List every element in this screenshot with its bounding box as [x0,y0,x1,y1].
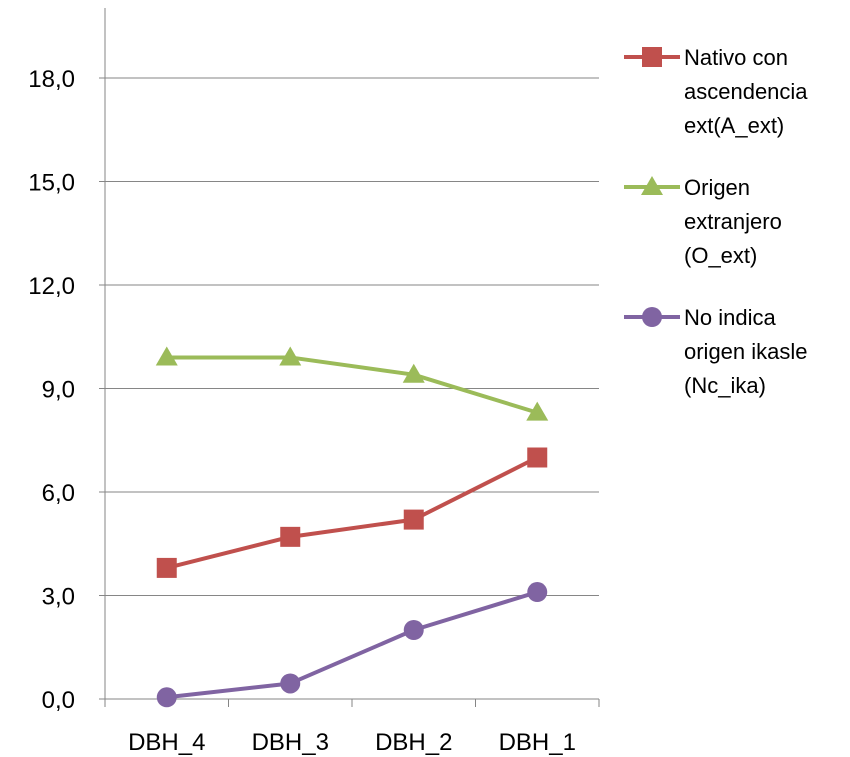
data-point [279,346,302,366]
series-line [166,355,538,415]
data-point [403,620,424,640]
legend-label: (O_ext) [684,243,757,268]
gridlines [99,77,599,596]
legend-label: Nativo con [684,45,788,70]
series-lines [155,346,549,708]
series-2 [155,346,549,421]
x-tick-label: DBH_2 [375,729,452,756]
legend-label: ext(A_ext) [684,113,784,138]
data-point [280,526,301,547]
data-point [402,363,425,383]
legend: Nativo con ascendencia ext(A_ext) Origen ext… [624,45,808,398]
data-point [156,687,177,708]
legend-label: extranjero [684,209,782,234]
y-tick-label: 15,0 [28,170,75,197]
legend-label: No indica [684,305,776,330]
series-3 [156,582,548,708]
y-tick-label: 3,0 [42,584,75,611]
legend-item: No indica origen ikasle (Nc_ika) [624,305,808,398]
legend-item: Origen extranjero (O_ext) [624,175,782,268]
series-1 [156,447,548,578]
data-point [527,447,548,468]
legend-item: Nativo con ascendencia ext(A_ext) [624,45,808,138]
legend-label: ascendencia [684,79,808,104]
legend-label: origen ikasle [684,339,808,364]
data-point [527,582,548,603]
x-axis-ticks: DBH_4 DBH_3 DBH_2 DBH_1 [104,699,600,756]
legend-marker [642,47,662,67]
x-tick-label: DBH_4 [128,729,205,756]
legend-marker [642,307,662,327]
data-point [155,346,178,366]
data-point [156,557,177,578]
y-tick-label: 0,0 [42,687,75,714]
data-point [280,673,301,694]
y-tick-label: 6,0 [42,480,75,507]
data-point [403,509,424,530]
legend-marker [641,176,663,195]
series-line [166,455,539,570]
legend-label: Origen [684,175,750,200]
y-tick-label: 9,0 [42,377,75,404]
y-tick-label: 12,0 [28,273,75,300]
y-tick-label: 18,0 [28,66,75,93]
series-line [166,590,538,700]
data-point [526,401,549,421]
y-axis-ticks: 0,0 3,0 6,0 9,0 12,0 15,0 18,0 [28,66,105,714]
x-tick-label: DBH_1 [499,729,576,756]
legend-label: (Nc_ika) [684,373,766,398]
x-tick-label: DBH_3 [252,729,329,756]
